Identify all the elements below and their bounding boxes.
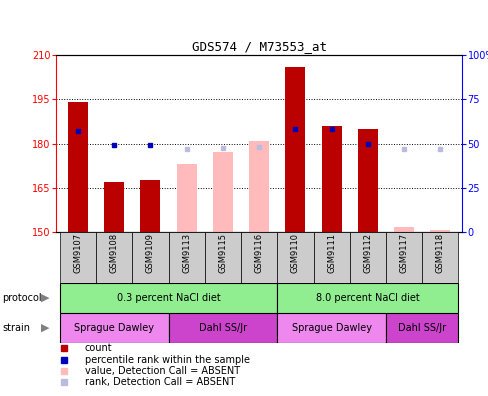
- FancyBboxPatch shape: [60, 313, 168, 343]
- Bar: [357, 129, 377, 232]
- FancyBboxPatch shape: [132, 232, 168, 283]
- Text: Dahl SS/Jr: Dahl SS/Jr: [397, 323, 446, 333]
- Text: GSM9112: GSM9112: [363, 233, 372, 273]
- FancyBboxPatch shape: [349, 232, 385, 283]
- Text: value, Detection Call = ABSENT: value, Detection Call = ABSENT: [84, 366, 239, 376]
- Text: GSM9115: GSM9115: [218, 233, 227, 273]
- Text: ▶: ▶: [41, 293, 49, 303]
- Bar: [429, 230, 449, 232]
- Text: count: count: [84, 343, 112, 353]
- FancyBboxPatch shape: [168, 232, 204, 283]
- Text: Dahl SS/Jr: Dahl SS/Jr: [199, 323, 246, 333]
- FancyBboxPatch shape: [385, 313, 458, 343]
- FancyBboxPatch shape: [168, 313, 277, 343]
- Bar: [249, 141, 268, 232]
- Text: strain: strain: [2, 323, 30, 333]
- Text: GSM9109: GSM9109: [145, 233, 155, 273]
- Text: GSM9110: GSM9110: [290, 233, 299, 273]
- Bar: [393, 227, 413, 232]
- FancyBboxPatch shape: [204, 232, 241, 283]
- FancyBboxPatch shape: [60, 283, 277, 313]
- Bar: [140, 180, 160, 232]
- Text: 8.0 percent NaCl diet: 8.0 percent NaCl diet: [315, 293, 419, 303]
- Text: percentile rank within the sample: percentile rank within the sample: [84, 354, 249, 365]
- Text: 0.3 percent NaCl diet: 0.3 percent NaCl diet: [117, 293, 220, 303]
- Text: protocol: protocol: [2, 293, 42, 303]
- Text: rank, Detection Call = ABSENT: rank, Detection Call = ABSENT: [84, 377, 234, 387]
- Text: GSM9107: GSM9107: [73, 233, 82, 273]
- FancyBboxPatch shape: [385, 232, 421, 283]
- Text: GSM9113: GSM9113: [182, 233, 191, 273]
- FancyBboxPatch shape: [277, 283, 458, 313]
- Title: GDS574 / M73553_at: GDS574 / M73553_at: [191, 40, 326, 53]
- Bar: [176, 164, 196, 232]
- Bar: [104, 182, 124, 232]
- Bar: [285, 67, 305, 232]
- Bar: [68, 103, 88, 232]
- Bar: [321, 126, 341, 232]
- FancyBboxPatch shape: [60, 232, 96, 283]
- Text: ▶: ▶: [41, 323, 49, 333]
- Text: GSM9117: GSM9117: [399, 233, 408, 273]
- Text: Sprague Dawley: Sprague Dawley: [291, 323, 371, 333]
- Text: GSM9116: GSM9116: [254, 233, 263, 273]
- Text: GSM9111: GSM9111: [326, 233, 335, 273]
- Text: Sprague Dawley: Sprague Dawley: [74, 323, 154, 333]
- FancyBboxPatch shape: [241, 232, 277, 283]
- FancyBboxPatch shape: [277, 313, 385, 343]
- FancyBboxPatch shape: [277, 232, 313, 283]
- Text: GSM9118: GSM9118: [435, 233, 444, 273]
- FancyBboxPatch shape: [96, 232, 132, 283]
- FancyBboxPatch shape: [421, 232, 458, 283]
- Text: GSM9108: GSM9108: [109, 233, 119, 273]
- Bar: [213, 152, 232, 232]
- FancyBboxPatch shape: [313, 232, 349, 283]
